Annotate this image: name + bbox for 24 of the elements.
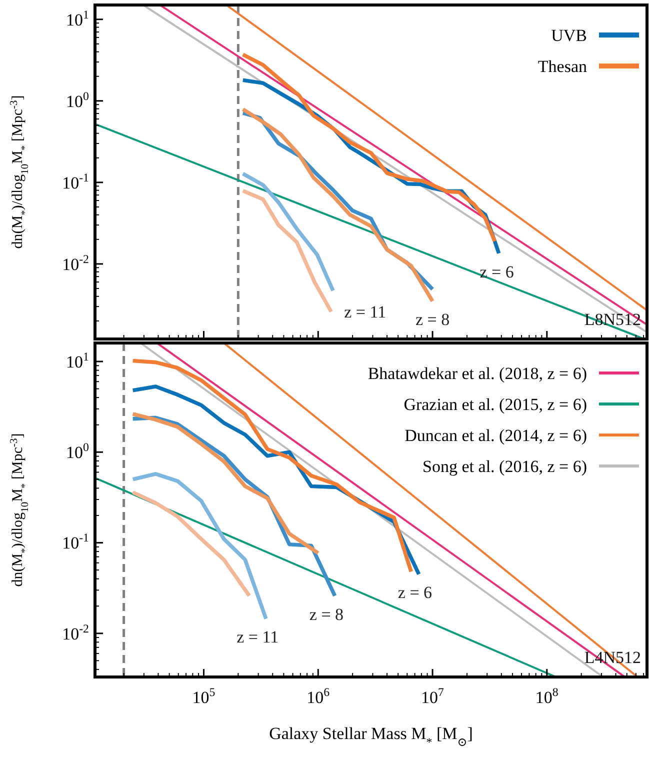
annotation: z = 8 <box>309 604 344 624</box>
legend-label: Thesan <box>538 57 588 76</box>
y-tick-label: 10$^{-2}$ <box>62 621 90 644</box>
x-tick-label: 10$^{6}$ <box>306 685 330 707</box>
x-axis-title: Galaxy Stellar Mass M$_{*}$ [M$_{⊙}$] <box>269 724 473 749</box>
x-tick-label: 10$^{8}$ <box>535 685 558 707</box>
y-tick-label: 10$^{0}$ <box>66 440 90 462</box>
annotation: z = 8 <box>415 310 450 330</box>
legend-label: Song et al. (2016, z = 6) <box>422 457 587 476</box>
legend-label: Duncan et al. (2014, z = 6) <box>404 426 587 445</box>
annotation: z = 11 <box>236 628 279 647</box>
y-tick-label: 10$^{-2}$ <box>62 252 90 274</box>
annotation: z = 6 <box>398 583 432 602</box>
y-tick-label: 10$^{-1}$ <box>62 530 90 553</box>
x-tick-label: 10$^{7}$ <box>421 685 444 707</box>
legend-label: Grazian et al. (2015, z = 6) <box>404 395 587 414</box>
y-tick-label: 10$^{-1}$ <box>62 170 90 192</box>
x-tick-label: 10$^{5}$ <box>192 685 216 707</box>
y-tick-label: 10$^{0}$ <box>66 88 90 111</box>
annotation: z = 11 <box>344 302 386 322</box>
y-tick-label: 10$^{1}$ <box>66 350 90 372</box>
legend-label: UVB <box>551 26 587 45</box>
y-tick-label: 10$^{1}$ <box>66 7 90 30</box>
legend-label: Bhatawdekar et al. (2018, z = 6) <box>368 364 587 383</box>
